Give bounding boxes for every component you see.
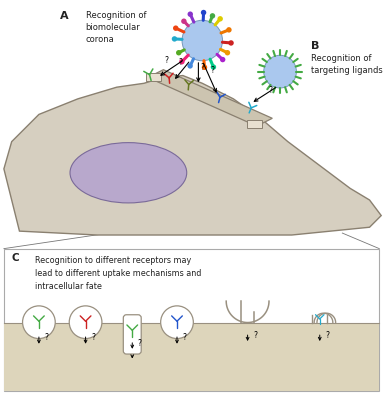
Text: A: A	[60, 11, 69, 21]
Ellipse shape	[70, 143, 187, 203]
Circle shape	[225, 50, 230, 56]
Text: B: B	[311, 40, 320, 50]
Polygon shape	[4, 76, 381, 235]
Text: ?: ?	[44, 334, 48, 342]
Circle shape	[187, 12, 193, 17]
Circle shape	[202, 64, 207, 70]
Text: Recognition of
biomolecular
corona: Recognition of biomolecular corona	[86, 11, 146, 44]
Circle shape	[228, 40, 234, 46]
Circle shape	[172, 36, 177, 42]
Circle shape	[161, 306, 193, 338]
Text: C: C	[12, 252, 19, 262]
Bar	[247, 120, 262, 128]
Circle shape	[201, 10, 206, 15]
Circle shape	[220, 57, 225, 62]
Circle shape	[173, 26, 179, 31]
Text: Recognition of
targeting ligands: Recognition of targeting ligands	[311, 54, 383, 75]
Text: Recognition to different receptors may
lead to different uptake mechanisms and
i: Recognition to different receptors may l…	[35, 256, 202, 291]
Bar	[4, 322, 379, 391]
Circle shape	[226, 27, 232, 32]
Text: ?: ?	[138, 339, 142, 348]
Text: ?: ?	[178, 58, 182, 67]
Circle shape	[217, 16, 223, 22]
Circle shape	[182, 20, 223, 61]
Text: ?: ?	[325, 331, 329, 340]
Text: ?: ?	[165, 56, 168, 65]
Circle shape	[69, 306, 102, 338]
Circle shape	[181, 18, 187, 24]
Text: ?: ?	[91, 334, 95, 342]
Circle shape	[211, 64, 216, 70]
Text: ?: ?	[253, 331, 257, 340]
Text: ?: ?	[211, 66, 215, 75]
Circle shape	[264, 55, 296, 88]
Text: ?: ?	[182, 334, 186, 342]
Circle shape	[23, 306, 55, 338]
Circle shape	[179, 59, 185, 64]
Circle shape	[176, 50, 181, 56]
Text: ?: ?	[268, 86, 272, 96]
FancyBboxPatch shape	[123, 315, 141, 354]
FancyBboxPatch shape	[4, 249, 379, 391]
Circle shape	[187, 63, 193, 69]
Polygon shape	[148, 70, 272, 126]
Bar	[146, 73, 161, 81]
Text: ?: ?	[201, 63, 205, 72]
Circle shape	[210, 13, 215, 18]
